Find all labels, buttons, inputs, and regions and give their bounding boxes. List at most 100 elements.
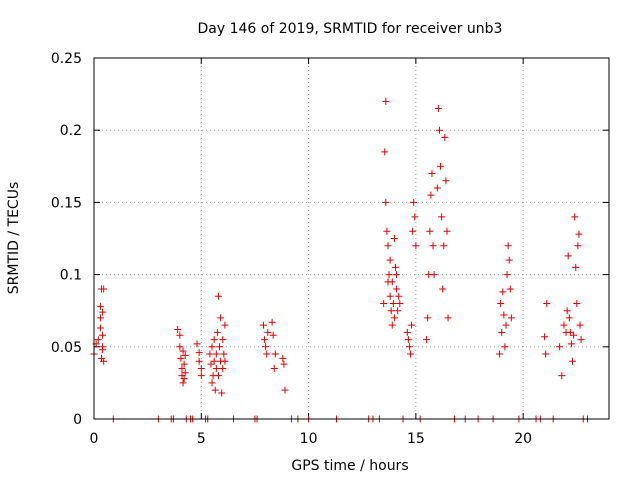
plot-border: [93, 57, 610, 420]
data-point: [387, 307, 395, 315]
data-point: [391, 263, 399, 271]
data-point: [577, 336, 585, 344]
data-point: [412, 242, 420, 250]
data-point: [386, 292, 394, 300]
data-point: [390, 235, 398, 242]
data-point: [281, 386, 289, 394]
data-point: [435, 126, 443, 134]
data-point: [206, 350, 214, 358]
data-point: [214, 292, 222, 300]
data-point: [444, 314, 452, 322]
data-point: [394, 307, 402, 315]
data-point: [504, 242, 512, 250]
x-tick-label: 5: [197, 431, 206, 447]
data-point: [99, 331, 107, 339]
data-point: [197, 372, 205, 380]
data-point: [437, 162, 445, 170]
data-point: [395, 292, 403, 300]
data-point: [440, 242, 448, 250]
data-point: [565, 314, 573, 322]
x-tick-label: 10: [300, 431, 318, 447]
data-point: [262, 343, 270, 351]
data-point: [408, 321, 416, 329]
data-point: [497, 299, 505, 307]
data-point: [99, 346, 107, 354]
data-point: [383, 227, 391, 235]
data-point: [573, 299, 581, 307]
data-point: [208, 379, 216, 387]
data-points: [90, 97, 592, 423]
data-point: [263, 350, 271, 358]
data-point: [428, 170, 436, 178]
data-point: [423, 336, 431, 344]
data-point: [567, 340, 575, 348]
data-point: [193, 340, 201, 348]
data-point: [443, 227, 451, 235]
data-point: [411, 213, 419, 221]
data-point: [280, 360, 288, 368]
data-point: [99, 308, 107, 316]
data-point: [261, 336, 269, 344]
data-point: [389, 299, 397, 307]
data-point: [96, 314, 104, 322]
data-point: [499, 288, 507, 296]
data-point: [404, 336, 412, 344]
data-point: [178, 364, 186, 372]
data-point: [214, 372, 222, 380]
data-point: [100, 285, 108, 293]
data-point: [211, 386, 219, 394]
data-point: [197, 364, 205, 372]
data-point: [433, 184, 441, 192]
data-point: [424, 314, 432, 322]
data-point: [207, 360, 215, 368]
data-point: [195, 357, 203, 365]
data-point: [208, 343, 216, 351]
data-point: [210, 357, 218, 365]
data-point: [219, 364, 227, 372]
data-point: [505, 256, 513, 264]
x-tick-label: 0: [90, 431, 99, 447]
chart-title: Day 146 of 2019, SRMTID for receiver unb…: [198, 21, 503, 37]
data-point: [571, 213, 579, 221]
data-point: [180, 375, 188, 383]
y-axis-label: SRMTID / TECUs: [6, 182, 22, 295]
data-point: [542, 350, 550, 358]
data-point: [438, 213, 446, 221]
data-point: [216, 343, 224, 351]
y-tick-label: 0.2: [60, 123, 82, 139]
data-point: [576, 321, 584, 329]
data-point: [441, 133, 449, 141]
data-point: [396, 299, 404, 307]
data-point: [390, 314, 398, 322]
grid-lines: [94, 58, 609, 419]
data-point: [212, 364, 220, 372]
y-tick-label: 0.15: [51, 195, 82, 211]
data-point: [279, 354, 287, 362]
x-axis-label: GPS time / hours: [291, 458, 408, 474]
y-tick-labels: 0 0.05 0.1 0.15 0.2 0.25: [51, 51, 82, 428]
data-point: [212, 350, 220, 358]
axis-ticks: [93, 57, 609, 420]
data-point: [434, 105, 442, 113]
y-tick-label: 0.25: [51, 51, 82, 67]
data-point: [384, 242, 392, 250]
data-point: [426, 227, 434, 235]
y-tick-label: 0.1: [60, 268, 82, 284]
data-point: [195, 349, 203, 357]
data-point: [572, 263, 580, 271]
data-point: [393, 285, 401, 293]
data-point: [409, 227, 417, 235]
y-tick-label: 0: [73, 412, 82, 428]
data-point: [180, 360, 188, 368]
data-point: [496, 350, 504, 358]
data-point: [269, 331, 277, 339]
data-point: [407, 350, 415, 358]
data-point: [270, 364, 278, 372]
data-point: [181, 351, 189, 359]
data-point: [218, 389, 226, 397]
data-point: [264, 328, 272, 336]
data-point: [213, 328, 221, 336]
data-point: [575, 230, 583, 238]
data-point: [566, 328, 574, 336]
